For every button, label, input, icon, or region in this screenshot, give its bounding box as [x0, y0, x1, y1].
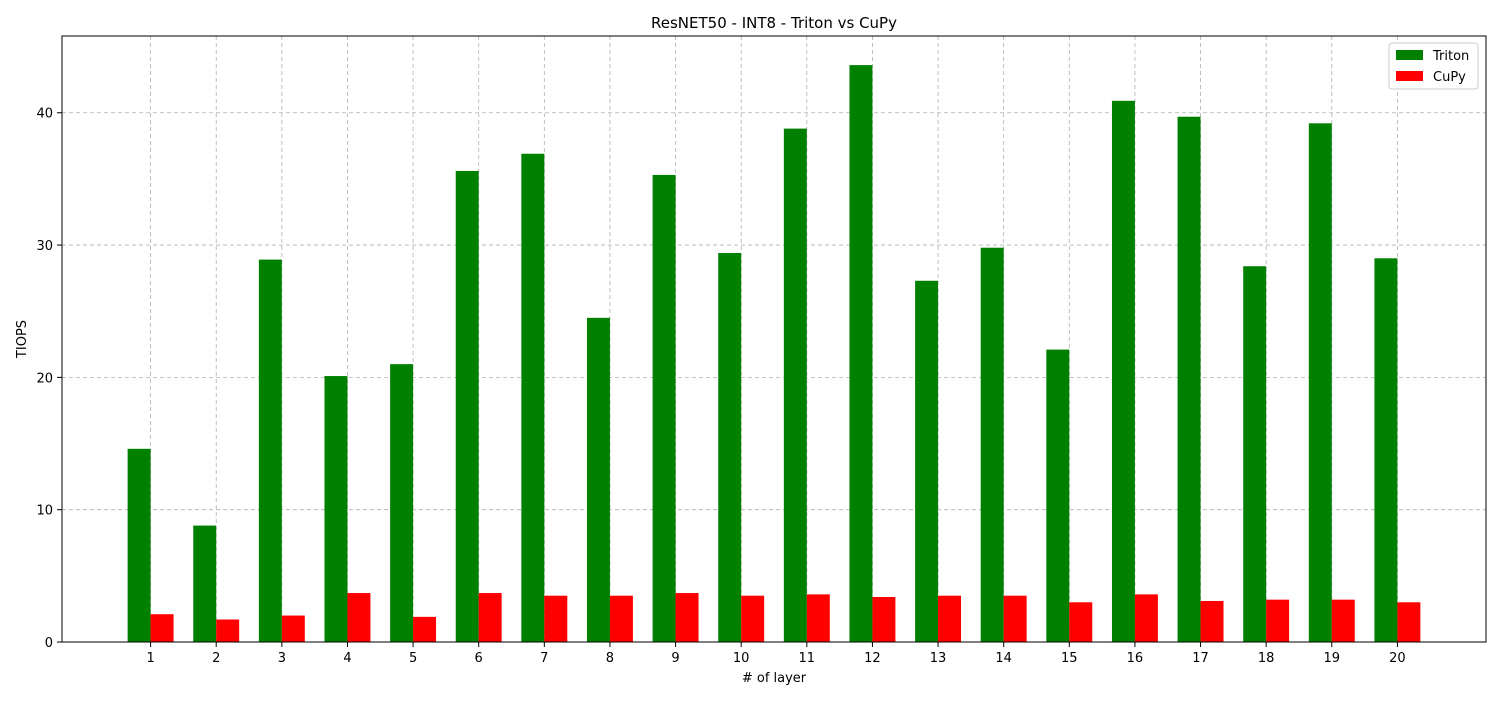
plot-frame: [61, 35, 1487, 643]
bar-triton-layer-5: [390, 364, 414, 642]
x-tick-label: 15: [1061, 651, 1078, 666]
bar-triton-layer-19: [1308, 123, 1332, 642]
bar-cupy-layer-18: [1266, 599, 1290, 642]
bar-triton-layer-3: [258, 259, 282, 642]
bar-triton-layer-9: [652, 174, 676, 643]
y-tick-label: 40: [36, 107, 53, 122]
legend: Triton CuPy: [1388, 42, 1479, 90]
chart-title: ResNET50 - INT8 - Triton vs CuPy: [651, 14, 897, 32]
x-tick-label: 9: [671, 651, 679, 666]
legend-label-triton: Triton: [1432, 49, 1469, 64]
x-tick-label: 18: [1258, 651, 1275, 666]
bar-cupy-layer-16: [1134, 594, 1158, 642]
bar-cupy-layer-13: [938, 595, 962, 642]
legend-label-cupy: CuPy: [1433, 70, 1466, 85]
bar-triton-layer-6: [455, 170, 479, 642]
bars: [127, 65, 1421, 643]
bar-triton-layer-11: [783, 128, 807, 642]
bar-triton-layer-12: [849, 65, 873, 642]
bar-cupy-layer-3: [281, 615, 305, 642]
x-axis-label: # of layer: [742, 671, 807, 686]
y-tick-label: 20: [36, 371, 53, 386]
x-tick-label: 5: [409, 651, 417, 666]
legend-swatch-cupy: [1396, 71, 1423, 81]
bar-cupy-layer-15: [1069, 602, 1093, 642]
y-tick-label: 10: [36, 504, 53, 519]
bar-cupy-layer-4: [347, 593, 371, 642]
bar-triton-layer-4: [324, 376, 348, 642]
bar-cupy-layer-11: [806, 594, 830, 642]
bar-triton-layer-18: [1243, 266, 1267, 642]
bar-triton-layer-16: [1111, 100, 1135, 643]
x-tick-label: 19: [1324, 651, 1341, 666]
legend-swatch-triton: [1396, 50, 1423, 60]
bar-cupy-layer-10: [741, 595, 765, 642]
x-tick-label: 11: [799, 651, 816, 666]
bar-triton-layer-10: [718, 252, 742, 642]
bar-cupy-layer-9: [675, 593, 699, 642]
x-tick-label: 2: [212, 651, 220, 666]
bar-cupy-layer-19: [1331, 599, 1355, 642]
x-tick-label: 10: [733, 651, 750, 666]
x-tick-label: 1: [146, 651, 154, 666]
y-tick-label: 0: [45, 636, 53, 651]
bar-cupy-layer-2: [216, 619, 240, 642]
bar-triton-layer-20: [1374, 258, 1398, 642]
bar-cupy-layer-6: [478, 593, 502, 642]
bar-triton-layer-15: [1046, 349, 1070, 642]
bar-cupy-layer-14: [1003, 595, 1027, 642]
x-tick-label: 12: [864, 651, 881, 666]
x-tick-label: 16: [1127, 651, 1144, 666]
x-tick-label: 7: [540, 651, 548, 666]
x-tick-label: 8: [606, 651, 614, 666]
bar-cupy-layer-1: [150, 614, 174, 642]
bar-triton-layer-13: [915, 280, 939, 642]
x-tick-label: 14: [995, 651, 1012, 666]
bar-triton-layer-2: [193, 525, 217, 642]
x-tick-label: 3: [278, 651, 286, 666]
bar-triton-layer-7: [521, 153, 545, 642]
bar-cupy-layer-8: [609, 595, 633, 642]
bar-triton-layer-8: [586, 317, 610, 642]
x-tick-label: 13: [930, 651, 947, 666]
x-tick-label: 6: [475, 651, 483, 666]
y-axis-label: TIOPS: [15, 320, 30, 359]
bar-cupy-layer-17: [1200, 600, 1224, 642]
bar-cupy-layer-20: [1397, 602, 1421, 642]
x-tick-label: 4: [343, 651, 351, 666]
bar-triton-layer-14: [980, 247, 1004, 642]
bar-cupy-layer-7: [544, 595, 568, 642]
x-tick-label: 17: [1192, 651, 1209, 666]
bar-triton-layer-1: [127, 448, 151, 642]
bar-triton-layer-17: [1177, 116, 1201, 642]
bar-cupy-layer-5: [413, 616, 437, 642]
y-tick-label: 30: [36, 239, 53, 254]
bar-cupy-layer-12: [872, 597, 896, 642]
x-tick-label: 20: [1389, 651, 1406, 666]
